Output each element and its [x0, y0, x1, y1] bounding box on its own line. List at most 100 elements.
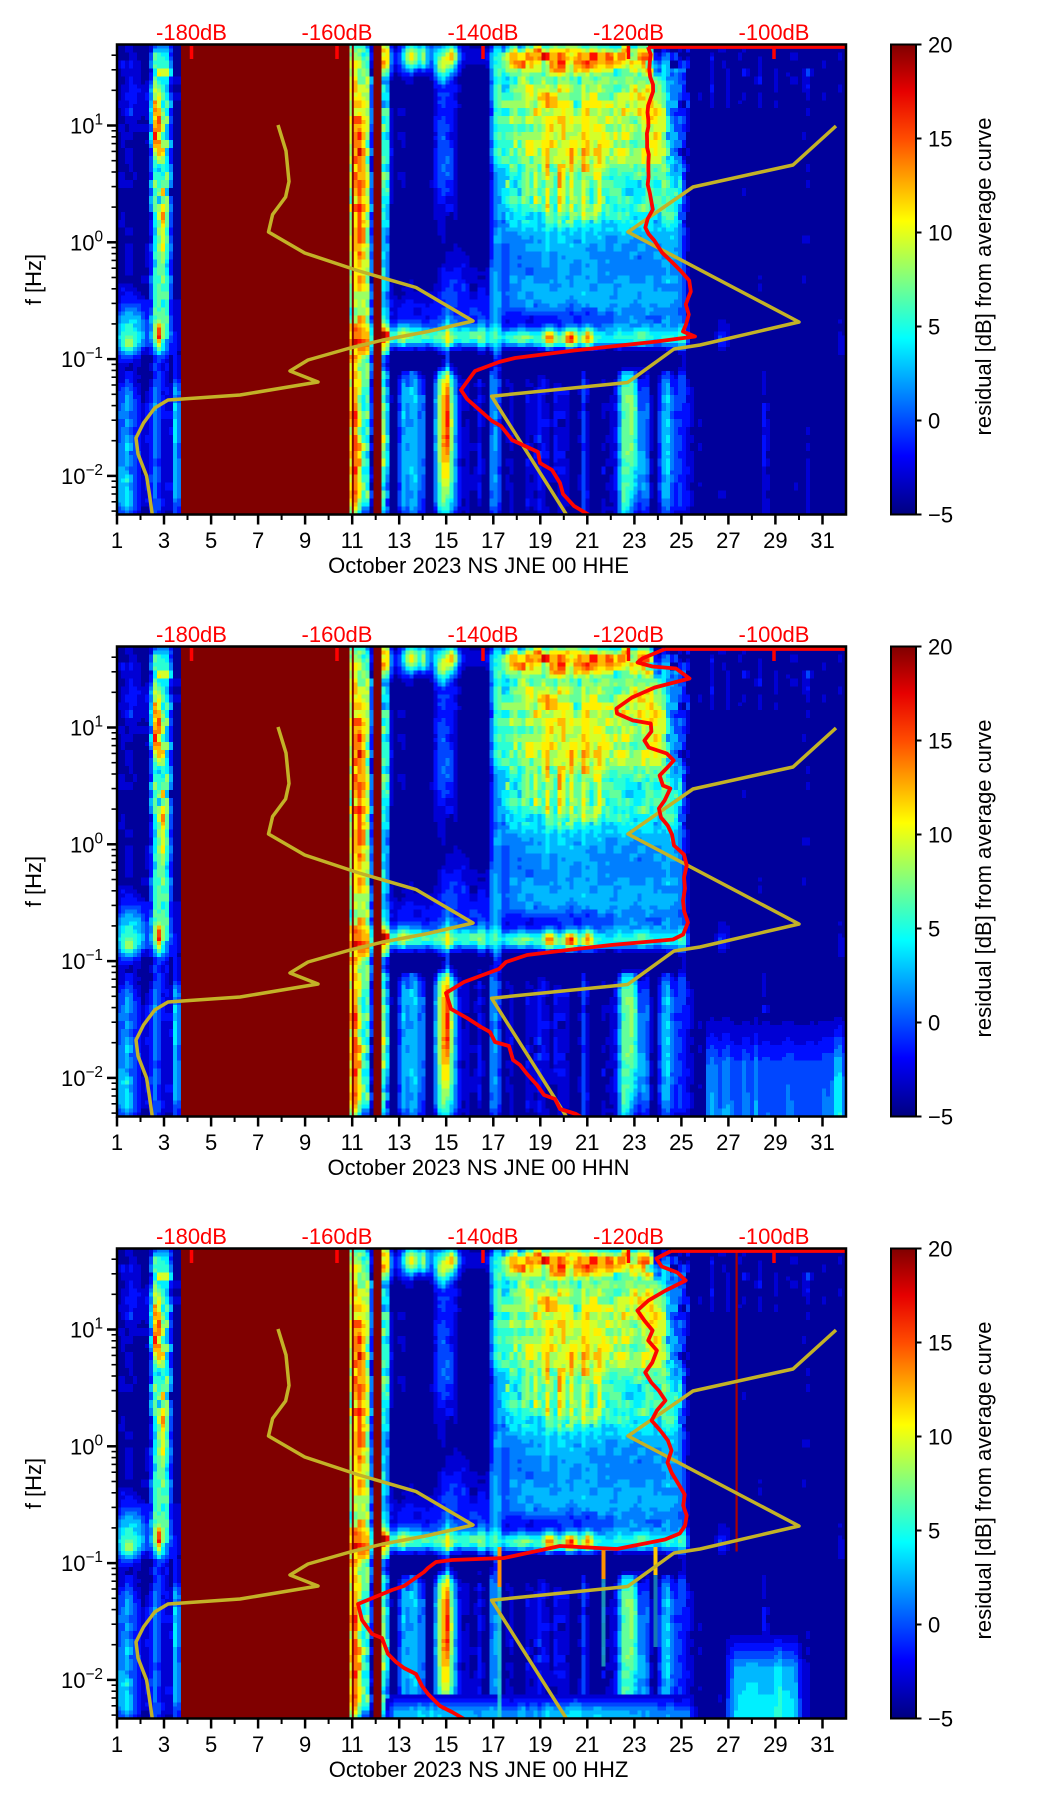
svg-text:-180dB: -180dB	[156, 1224, 227, 1249]
svg-text:11: 11	[341, 528, 364, 553]
svg-text:19: 19	[528, 1732, 552, 1757]
svg-text:23: 23	[622, 528, 646, 553]
svg-text:7: 7	[252, 1732, 264, 1757]
svg-text:29: 29	[763, 1732, 787, 1757]
svg-text:23: 23	[622, 1732, 646, 1757]
svg-text:-120dB: -120dB	[593, 20, 664, 45]
svg-text:-140dB: -140dB	[448, 622, 519, 647]
svg-text:f [Hz]: f [Hz]	[21, 1458, 46, 1509]
svg-text:31: 31	[810, 1732, 834, 1757]
svg-text:-160dB: -160dB	[302, 1224, 373, 1249]
svg-text:residual [dB] from average cur: residual [dB] from average curve	[971, 118, 996, 436]
svg-text:100: 100	[70, 228, 103, 255]
svg-text:-100dB: -100dB	[739, 622, 810, 647]
svg-text:10−1: 10−1	[61, 1549, 103, 1576]
svg-text:0: 0	[928, 1011, 940, 1036]
svg-text:5: 5	[205, 1130, 217, 1155]
svg-text:10−1: 10−1	[61, 947, 103, 974]
svg-text:residual [dB] from average cur: residual [dB] from average curve	[971, 720, 996, 1038]
svg-text:−5: −5	[928, 1707, 953, 1732]
svg-text:-120dB: -120dB	[593, 1224, 664, 1249]
svg-text:5: 5	[928, 315, 940, 340]
svg-text:-140dB: -140dB	[448, 20, 519, 45]
svg-text:27: 27	[716, 528, 740, 553]
svg-text:5: 5	[205, 1732, 217, 1757]
svg-text:−5: −5	[928, 1105, 953, 1130]
svg-text:20: 20	[928, 1237, 952, 1262]
svg-text:101: 101	[70, 714, 103, 741]
svg-text:20: 20	[928, 33, 952, 58]
svg-text:1: 1	[111, 1732, 123, 1757]
svg-text:1: 1	[111, 528, 123, 553]
svg-text:residual [dB] from average cur: residual [dB] from average curve	[971, 1322, 996, 1640]
svg-text:October 2023 NS JNE 00 HHZ: October 2023 NS JNE 00 HHZ	[329, 1757, 629, 1782]
svg-text:9: 9	[299, 528, 311, 553]
svg-text:25: 25	[669, 1130, 693, 1155]
svg-text:19: 19	[528, 1130, 552, 1155]
svg-text:11: 11	[341, 1732, 364, 1757]
svg-text:0: 0	[928, 409, 940, 434]
svg-text:19: 19	[528, 528, 552, 553]
svg-text:October 2023 NS JNE 00 HHE: October 2023 NS JNE 00 HHE	[328, 553, 629, 578]
svg-text:15: 15	[928, 729, 952, 754]
svg-text:25: 25	[669, 528, 693, 553]
svg-text:5: 5	[928, 1519, 940, 1544]
svg-text:-180dB: -180dB	[156, 622, 227, 647]
svg-text:0: 0	[928, 1613, 940, 1638]
svg-text:1: 1	[111, 1130, 123, 1155]
svg-text:9: 9	[299, 1130, 311, 1155]
svg-text:-160dB: -160dB	[302, 622, 373, 647]
svg-text:-100dB: -100dB	[739, 20, 810, 45]
svg-text:20: 20	[928, 635, 952, 660]
svg-text:9: 9	[299, 1732, 311, 1757]
svg-text:f [Hz]: f [Hz]	[21, 856, 46, 907]
svg-text:29: 29	[763, 1130, 787, 1155]
svg-text:-160dB: -160dB	[302, 20, 373, 45]
svg-text:17: 17	[481, 1130, 505, 1155]
svg-text:15: 15	[434, 1130, 458, 1155]
svg-text:5: 5	[928, 917, 940, 942]
svg-text:7: 7	[252, 528, 264, 553]
svg-text:21: 21	[575, 1732, 599, 1757]
svg-text:10: 10	[928, 221, 952, 246]
svg-text:101: 101	[70, 1316, 103, 1343]
svg-text:15: 15	[434, 1732, 458, 1757]
svg-text:-180dB: -180dB	[156, 20, 227, 45]
svg-text:7: 7	[252, 1130, 264, 1155]
svg-text:27: 27	[716, 1130, 740, 1155]
svg-text:10−2: 10−2	[61, 1666, 103, 1693]
svg-text:21: 21	[575, 528, 599, 553]
svg-text:3: 3	[158, 528, 170, 553]
svg-text:27: 27	[716, 1732, 740, 1757]
svg-text:11: 11	[341, 1130, 364, 1155]
svg-text:15: 15	[928, 1331, 952, 1356]
svg-text:101: 101	[70, 112, 103, 139]
svg-text:October 2023 NS JNE 00 HHN: October 2023 NS JNE 00 HHN	[327, 1155, 629, 1180]
svg-text:10−1: 10−1	[61, 345, 103, 372]
svg-text:10−2: 10−2	[61, 462, 103, 489]
svg-text:10: 10	[928, 1425, 952, 1450]
svg-text:-140dB: -140dB	[448, 1224, 519, 1249]
svg-text:5: 5	[205, 528, 217, 553]
svg-text:13: 13	[387, 1732, 411, 1757]
svg-text:-100dB: -100dB	[739, 1224, 810, 1249]
svg-text:15: 15	[434, 528, 458, 553]
svg-text:13: 13	[387, 1130, 411, 1155]
svg-text:17: 17	[481, 528, 505, 553]
svg-text:25: 25	[669, 1732, 693, 1757]
svg-text:15: 15	[928, 127, 952, 152]
svg-text:100: 100	[70, 830, 103, 857]
svg-text:29: 29	[763, 528, 787, 553]
svg-text:−5: −5	[928, 503, 953, 528]
svg-text:17: 17	[481, 1732, 505, 1757]
svg-text:100: 100	[70, 1432, 103, 1459]
svg-text:10−2: 10−2	[61, 1064, 103, 1091]
svg-text:3: 3	[158, 1130, 170, 1155]
svg-text:-120dB: -120dB	[593, 622, 664, 647]
svg-text:3: 3	[158, 1732, 170, 1757]
svg-text:10: 10	[928, 823, 952, 848]
svg-text:31: 31	[810, 1130, 834, 1155]
svg-text:23: 23	[622, 1130, 646, 1155]
svg-text:13: 13	[387, 528, 411, 553]
svg-text:21: 21	[575, 1130, 599, 1155]
